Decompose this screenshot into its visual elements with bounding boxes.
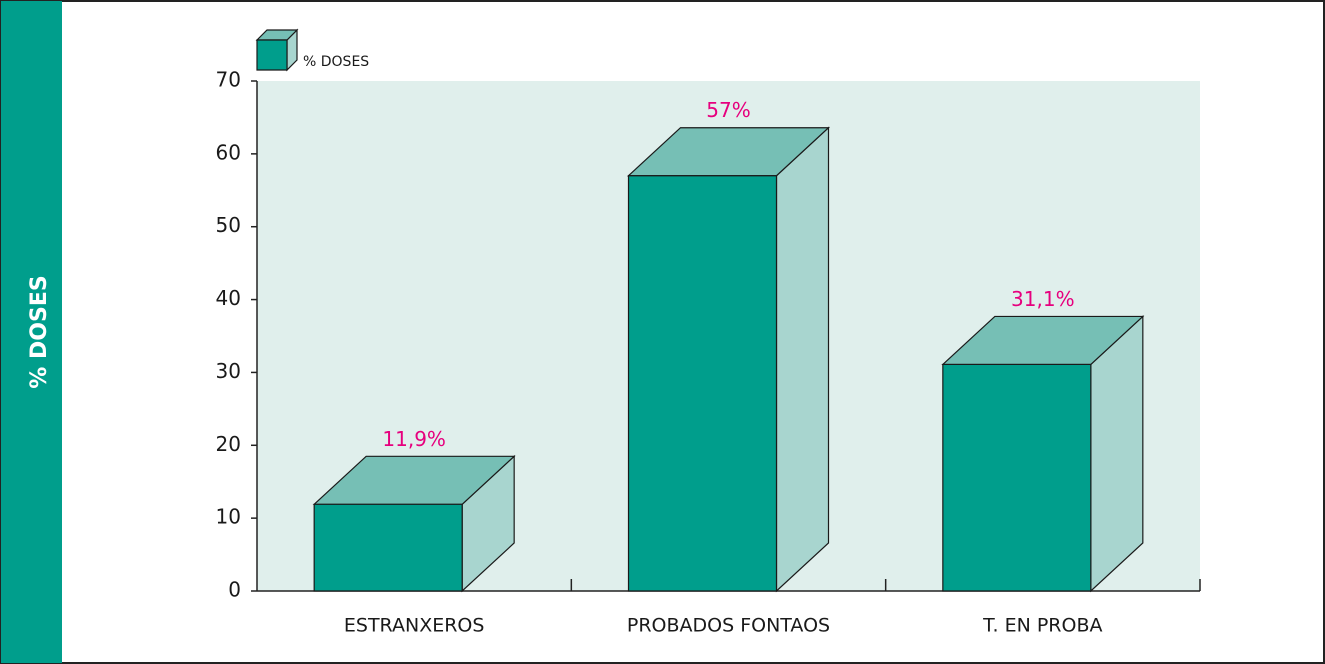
y-tick-label: 70 — [216, 68, 241, 92]
legend-swatch — [255, 28, 299, 72]
bar — [312, 454, 516, 593]
bar-front — [942, 363, 1092, 592]
side-strip — [1, 1, 62, 663]
x-tick-label: ESTRANXEROS — [344, 615, 485, 637]
legend-face — [256, 39, 288, 71]
y-tick-label: 50 — [216, 213, 241, 237]
y-tick-label: 20 — [216, 432, 241, 456]
y-tick-label: 40 — [216, 286, 241, 310]
x-tick-label: PROBADOS FONTAOS — [627, 615, 830, 637]
bar — [941, 315, 1145, 593]
y-tick-label: 30 — [216, 359, 241, 383]
value-label: 31,1% — [1011, 287, 1075, 311]
bar — [626, 126, 831, 593]
value-label: 57% — [706, 98, 750, 122]
legend-label: % DOSES — [303, 54, 369, 70]
bar-side — [775, 126, 830, 593]
bar-front — [627, 175, 778, 592]
value-label: 11,9% — [382, 427, 446, 451]
bar-front — [313, 503, 463, 592]
y-tick-label: 10 — [216, 505, 241, 529]
x-tick-label: T. EN PROBA — [982, 615, 1102, 637]
y-tick-label: 60 — [216, 140, 241, 164]
y-axis-label: % DOSES — [27, 275, 52, 388]
y-tick-label: 0 — [228, 578, 241, 602]
